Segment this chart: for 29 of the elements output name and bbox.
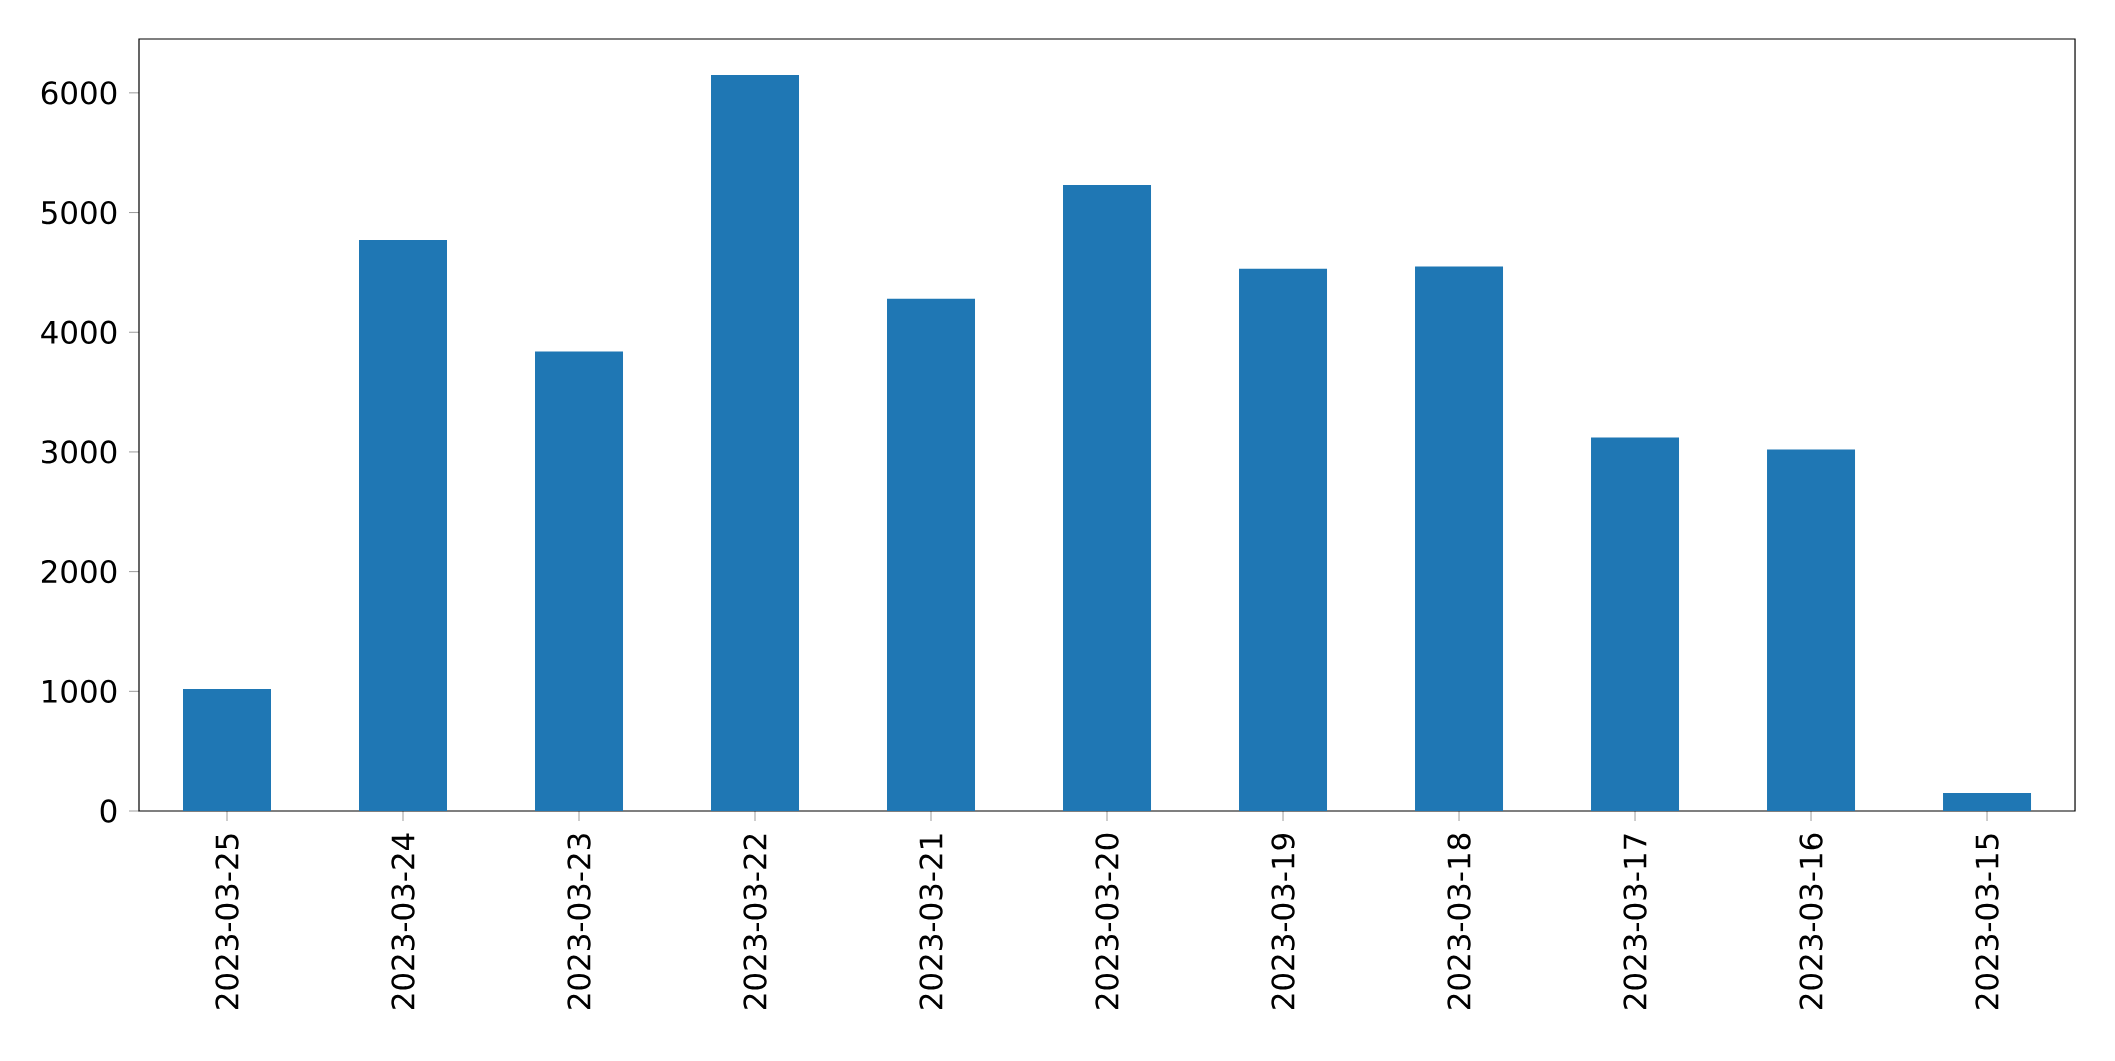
y-tick-label: 4000: [41, 320, 117, 344]
x-tick-label: 2023-03-25: [215, 834, 239, 1009]
bar: [359, 240, 447, 811]
bar: [183, 688, 271, 811]
bar: [711, 74, 800, 811]
x-tick-label: 2023-03-18: [1447, 833, 1471, 1009]
bar: [535, 351, 624, 811]
bar: [887, 298, 976, 811]
y-tick-label: 5000: [42, 200, 117, 225]
y-tick-label: 2000: [41, 559, 117, 584]
x-tick-label: 2023-03-19: [1271, 833, 1295, 1009]
x-tick-label: 2023-03-16: [1799, 833, 1823, 1009]
bar: [1943, 793, 2032, 811]
y-tick-label: 1000: [43, 679, 117, 703]
x-tick-label: 2023-03-21: [919, 834, 943, 1009]
bar: [1239, 268, 1328, 811]
x-tick-label: 2023-03-23: [567, 834, 591, 1009]
y-tick-label: 0: [100, 799, 117, 823]
bar: [1415, 266, 1504, 811]
bar: [1767, 449, 1856, 811]
y-tick-label: 3000: [42, 440, 117, 464]
x-tick-label: 2023-03-17: [1623, 834, 1647, 1009]
y-tick-label: 6000: [41, 81, 117, 105]
x-tick-label: 2023-03-22: [743, 834, 767, 1009]
bar: [1591, 437, 1680, 811]
bar: [1063, 185, 1152, 811]
x-tick-label: 2023-03-15: [1975, 834, 1999, 1009]
x-tick-label: 2023-03-20: [1095, 833, 1119, 1009]
x-tick-label: 2023-03-24: [391, 833, 415, 1009]
